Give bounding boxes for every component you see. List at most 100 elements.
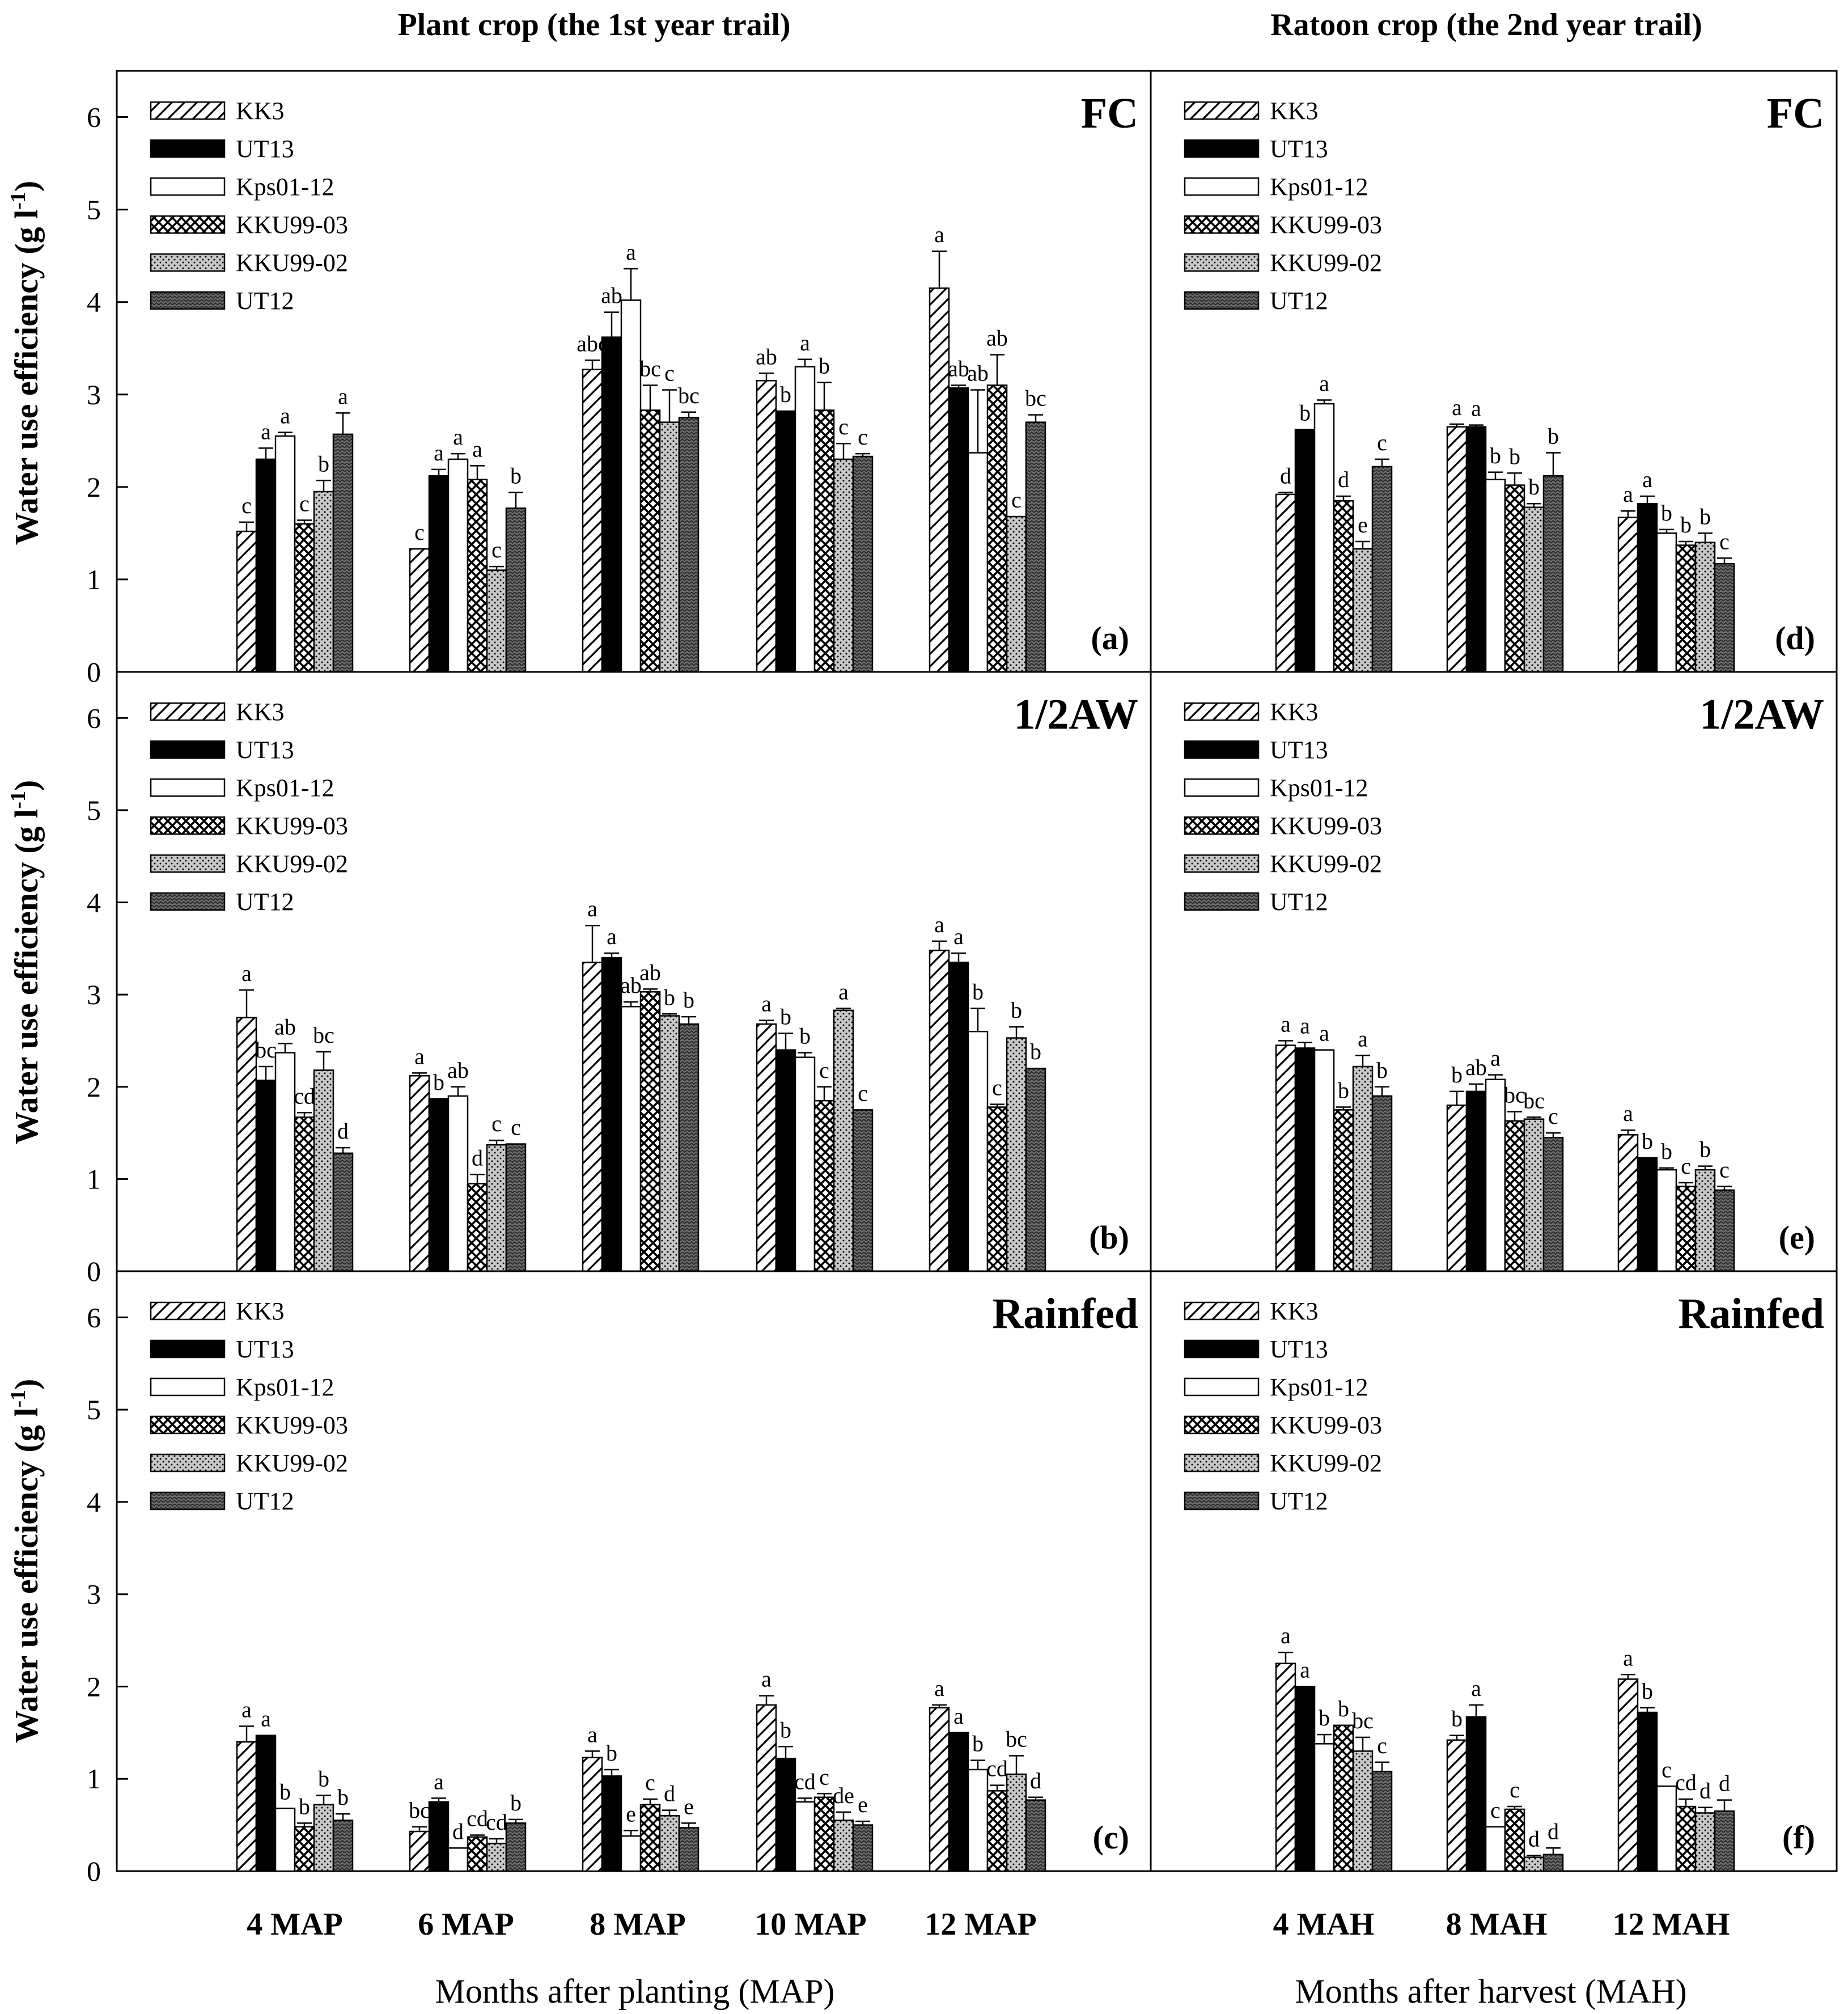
bar-ut13 xyxy=(428,475,450,673)
significance-letter: b xyxy=(1319,1705,1330,1730)
significance-letter: ab xyxy=(274,1014,296,1039)
bar-kps01-12 xyxy=(967,1768,989,1872)
significance-letter: a xyxy=(587,1721,597,1747)
y-tick-label: 6 xyxy=(87,1301,101,1333)
significance-letter: a xyxy=(1300,1657,1310,1682)
bar-kk3 xyxy=(409,1075,430,1272)
bar-kk3 xyxy=(929,287,950,673)
significance-letter: b xyxy=(299,1793,310,1819)
significance-letter: c xyxy=(992,1075,1002,1101)
significance-letter: b xyxy=(279,1779,291,1804)
x-tick-label: 12 MAH xyxy=(1613,1907,1730,1942)
significance-letter: c xyxy=(299,491,310,517)
bar-ut13 xyxy=(1294,429,1316,673)
significance-letter: b xyxy=(1548,424,1559,449)
legend-label-kk3: KK3 xyxy=(236,1297,285,1325)
legend-swatch-kk3 xyxy=(1184,702,1260,721)
significance-letter: d xyxy=(1030,1768,1041,1793)
legend-label-kk3: KK3 xyxy=(1270,97,1319,125)
legend-label-ut13: UT13 xyxy=(1270,1335,1328,1363)
bar-ut12 xyxy=(505,507,527,673)
y-tick-label: 5 xyxy=(87,1394,101,1425)
legend-swatch-kps01-12 xyxy=(150,177,226,196)
significance-letter: b xyxy=(318,1766,329,1792)
significance-letter: a xyxy=(1490,1046,1501,1071)
bar-ut13 xyxy=(775,1758,796,1872)
significance-letter: de xyxy=(833,1783,854,1808)
significance-letter: b xyxy=(1299,400,1311,426)
significance-letter: a xyxy=(1319,1021,1329,1046)
y-tick-label: 3 xyxy=(87,979,101,1010)
significance-letter: ab xyxy=(967,361,989,386)
legend-swatch-ut13 xyxy=(1184,740,1260,759)
significance-letter: b xyxy=(1699,1137,1711,1162)
legend-label-kku99-02: KKU99-02 xyxy=(1270,850,1382,878)
significance-letter: a xyxy=(434,1768,444,1794)
bar-kku99-02 xyxy=(833,1009,854,1272)
legend-label-kku99-02: KKU99-02 xyxy=(236,1449,348,1477)
condition-label: Rainfed xyxy=(1678,1290,1824,1338)
bar-kk3 xyxy=(1275,1662,1296,1872)
significance-letter: b xyxy=(606,1740,617,1766)
significance-letter: bc xyxy=(639,356,661,381)
significance-letter: a xyxy=(280,403,290,429)
bar-kps01-12 xyxy=(1485,1826,1506,1872)
legend-swatch-kk3 xyxy=(150,101,226,120)
legend-label-ut13: UT13 xyxy=(236,135,294,163)
x-tick-label: 8 MAH xyxy=(1446,1907,1548,1942)
bar-kku99-03 xyxy=(1333,500,1354,673)
significance-letter: b xyxy=(433,1069,444,1095)
significance-letter: a xyxy=(1471,1675,1481,1701)
significance-letter: d xyxy=(1719,1771,1730,1796)
bar-kk3 xyxy=(236,1017,257,1272)
significance-letter: e xyxy=(684,1793,694,1819)
significance-letter: a xyxy=(1623,1101,1633,1126)
bar-kk3 xyxy=(929,1707,950,1872)
bar-kps01-12 xyxy=(1313,1049,1335,1272)
significance-letter: a xyxy=(1623,1645,1633,1670)
significance-letter: a xyxy=(338,383,348,409)
significance-letter: d xyxy=(337,1118,349,1144)
bar-ut13 xyxy=(1465,1716,1487,1872)
significance-letter: bc xyxy=(1504,1082,1525,1108)
significance-letter: a xyxy=(414,1043,425,1069)
bar-ut13 xyxy=(255,458,277,673)
significance-letter: a xyxy=(838,979,849,1005)
significance-letter: b xyxy=(510,1790,522,1816)
legend-label-kk3: KK3 xyxy=(236,97,285,125)
significance-letter: b xyxy=(1661,1139,1672,1164)
legend-label-kps01-12: Kps01-12 xyxy=(236,774,334,802)
bar-kku99-02 xyxy=(313,1069,334,1272)
bar-kk3 xyxy=(1275,493,1296,673)
bar-kku99-02 xyxy=(1006,1773,1027,1872)
bar-ut13 xyxy=(1637,1711,1658,1872)
significance-letter: c xyxy=(819,1764,829,1789)
bar-ut13 xyxy=(1465,1090,1487,1272)
bar-kku99-03 xyxy=(639,1804,661,1872)
significance-letter: c xyxy=(858,1080,868,1106)
significance-letter: c xyxy=(858,424,868,450)
y-tick-label: 6 xyxy=(87,101,101,133)
bar-kk3 xyxy=(929,949,950,1272)
y-tick-label: 3 xyxy=(87,1579,101,1610)
significance-letter: c xyxy=(645,1770,655,1795)
legend-swatch-ut12 xyxy=(1184,1491,1260,1510)
significance-letter: d xyxy=(1338,467,1349,492)
y-tick-label: 2 xyxy=(87,1670,101,1702)
bar-kku99-02 xyxy=(833,1820,854,1872)
legend-label-ut12: UT12 xyxy=(236,888,294,916)
bar-kku99-03 xyxy=(294,1116,315,1272)
significance-letter: c xyxy=(491,537,502,562)
y-tick-label: 5 xyxy=(87,794,101,826)
significance-letter: b xyxy=(1011,997,1022,1023)
bar-kku99-02 xyxy=(1694,1169,1716,1272)
legend-label-kku99-03: KKU99-03 xyxy=(1270,812,1382,840)
bar-kku99-02 xyxy=(659,1015,680,1272)
significance-letter: a xyxy=(1471,396,1481,421)
significance-letter: b xyxy=(1490,443,1501,468)
legend-label-ut13: UT13 xyxy=(1270,736,1328,764)
significance-letter: b xyxy=(972,1731,984,1757)
x-tick-label: 8 MAP xyxy=(590,1907,686,1942)
bar-ut12 xyxy=(1025,421,1046,673)
significance-letter: a xyxy=(472,436,482,462)
